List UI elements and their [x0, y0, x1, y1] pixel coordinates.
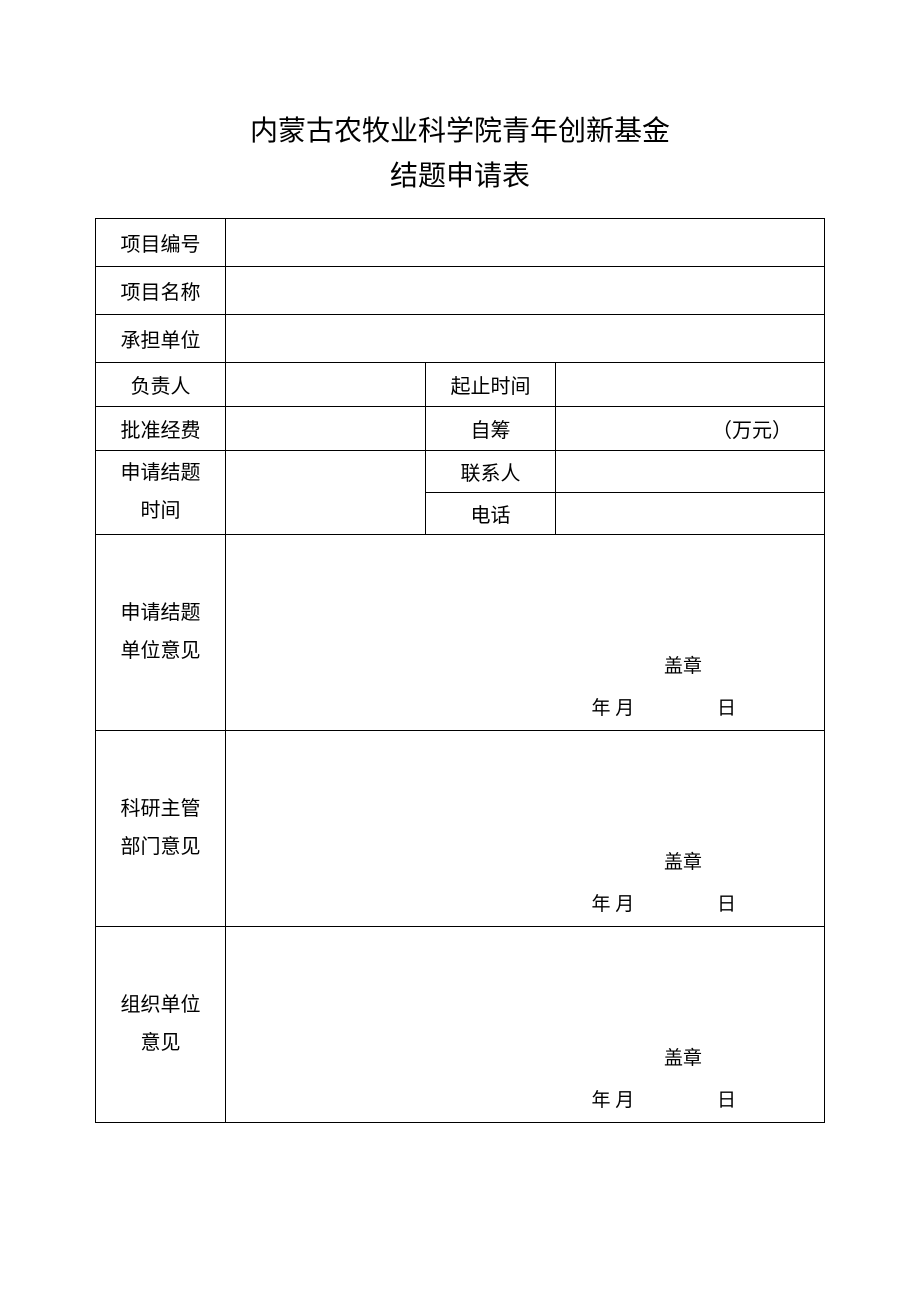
- value-undertaking-unit[interactable]: [226, 314, 825, 362]
- date-line-3: 年 月 日: [591, 1085, 736, 1112]
- document-title: 内蒙古农牧业科学院青年创新基金 结题申请表: [95, 110, 825, 200]
- year-month-1: 年 月: [591, 698, 634, 719]
- opinion2-line2: 部门意见: [102, 828, 219, 866]
- title-line-2: 结题申请表: [95, 155, 825, 200]
- opinion3-line1: 组织单位: [102, 986, 219, 1024]
- year-month-2: 年 月: [591, 894, 634, 915]
- value-phone[interactable]: [556, 492, 825, 534]
- day-3: 日: [717, 1090, 736, 1111]
- date-line-2: 年 月 日: [591, 889, 736, 916]
- page-container: 内蒙古农牧业科学院青年创新基金 结题申请表 项目编号 项目名称 承担单位 负责人…: [0, 0, 920, 1123]
- opinion3-line2: 意见: [102, 1024, 219, 1062]
- unit-wanyuan: （万元）: [712, 420, 792, 442]
- label-apply-close-line1: 申请结题: [102, 454, 219, 492]
- year-month-3: 年 月: [591, 1090, 634, 1111]
- opinion-org-area[interactable]: 盖章 年 月 日: [226, 926, 825, 1122]
- title-line-1: 内蒙古农牧业科学院青年创新基金: [95, 110, 825, 155]
- label-self-raised: 自筹: [426, 406, 556, 450]
- opinion-research-area[interactable]: 盖章 年 月 日: [226, 730, 825, 926]
- label-start-end-time: 起止时间: [426, 362, 556, 406]
- value-apply-close-time[interactable]: [226, 450, 426, 534]
- label-principal: 负责人: [96, 362, 226, 406]
- label-contact-person: 联系人: [426, 450, 556, 492]
- label-opinion-org: 组织单位 意见: [96, 926, 226, 1122]
- stamp-3: 盖章: [664, 1043, 702, 1070]
- label-project-name: 项目名称: [96, 266, 226, 314]
- value-project-number[interactable]: [226, 218, 825, 266]
- opinion1-line2: 单位意见: [102, 632, 219, 670]
- stamp-2: 盖章: [664, 847, 702, 874]
- label-opinion-research: 科研主管 部门意见: [96, 730, 226, 926]
- opinion-unit-area[interactable]: 盖章 年 月 日: [226, 534, 825, 730]
- value-start-end-time[interactable]: [556, 362, 825, 406]
- value-contact-person[interactable]: [556, 450, 825, 492]
- label-phone: 电话: [426, 492, 556, 534]
- value-project-name[interactable]: [226, 266, 825, 314]
- label-apply-close-time: 申请结题 时间: [96, 450, 226, 534]
- stamp-1: 盖章: [664, 651, 702, 678]
- value-approved-funding[interactable]: [226, 406, 426, 450]
- opinion1-line1: 申请结题: [102, 594, 219, 632]
- application-table: 项目编号 项目名称 承担单位 负责人 起止时间 批准经费 自筹 （万元）: [95, 218, 825, 1123]
- label-apply-close-line2: 时间: [102, 492, 219, 530]
- label-project-number: 项目编号: [96, 218, 226, 266]
- label-approved-funding: 批准经费: [96, 406, 226, 450]
- label-opinion-unit: 申请结题 单位意见: [96, 534, 226, 730]
- label-undertaking-unit: 承担单位: [96, 314, 226, 362]
- opinion2-line1: 科研主管: [102, 790, 219, 828]
- value-principal[interactable]: [226, 362, 426, 406]
- value-self-raised[interactable]: （万元）: [556, 406, 825, 450]
- date-line-1: 年 月 日: [591, 693, 736, 720]
- day-2: 日: [717, 894, 736, 915]
- day-1: 日: [717, 698, 736, 719]
